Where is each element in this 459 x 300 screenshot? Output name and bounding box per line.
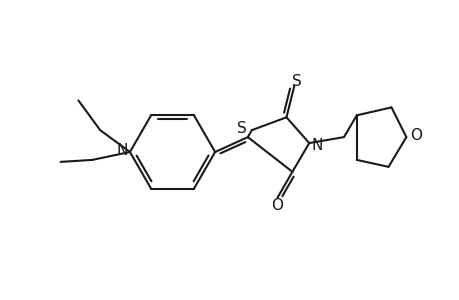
Text: S: S (236, 121, 246, 136)
Text: N: N (116, 142, 128, 158)
Text: N: N (311, 137, 322, 152)
Text: O: O (409, 128, 421, 142)
Text: S: S (291, 74, 301, 89)
Text: O: O (271, 198, 283, 213)
